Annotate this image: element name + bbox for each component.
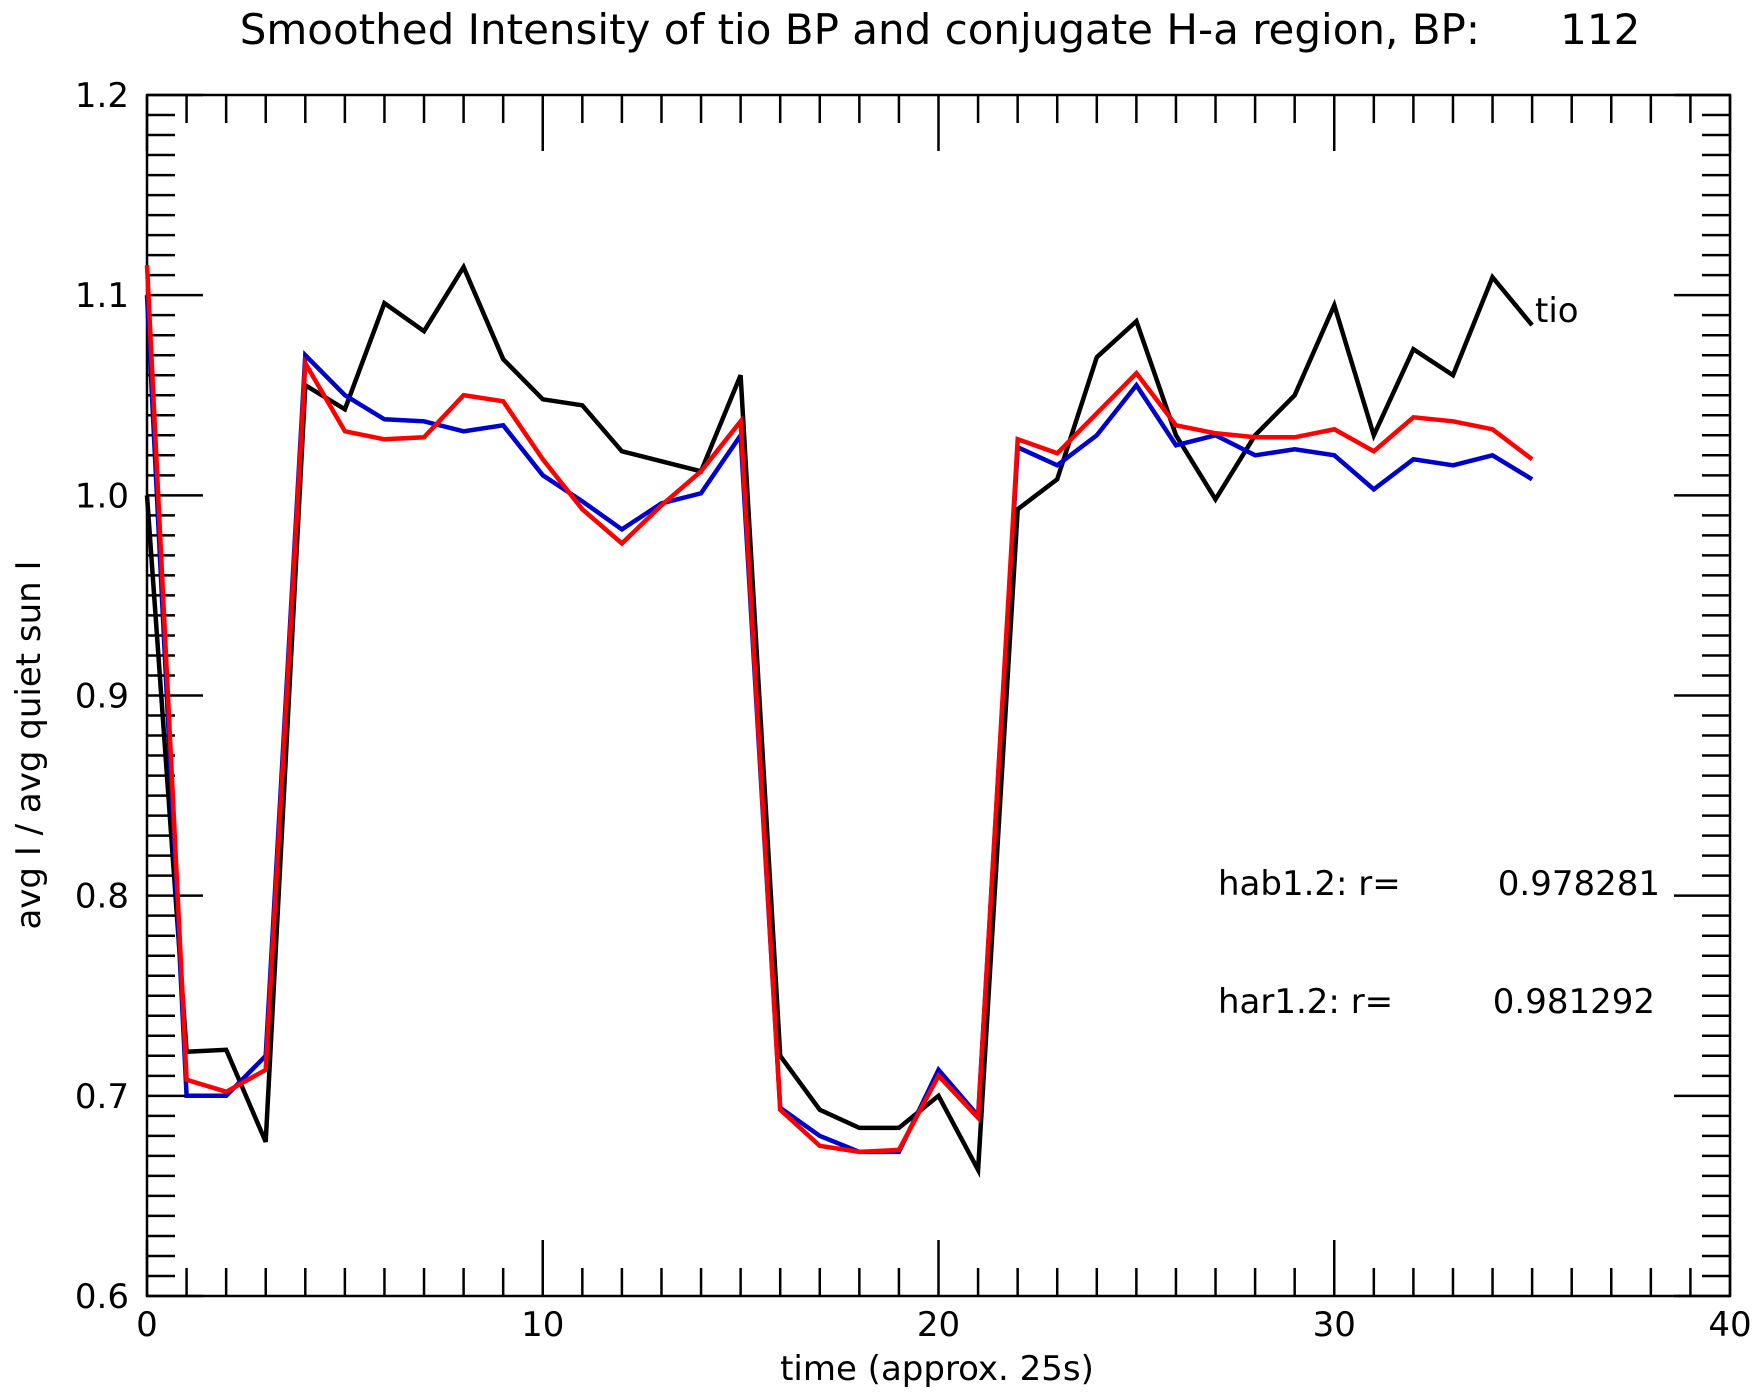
x-tick-label: 30: [1313, 1305, 1356, 1345]
y-tick-label: 0.9: [75, 677, 129, 717]
annotation-hab-value: 0.978281: [1498, 864, 1660, 904]
y-tick-label: 0.6: [75, 1277, 129, 1317]
series-line-0: [144, 262, 1534, 1178]
series-line-1: [144, 295, 1534, 1155]
annotation-har-value: 0.981292: [1493, 982, 1655, 1022]
x-tick-label: 0: [136, 1305, 158, 1345]
axes: 0 10 20 30 40 0.6 0.7 0.8 0.9 1.0 1.1 1.2: [75, 76, 1752, 1345]
y-tick-label: 1.1: [75, 276, 129, 316]
y-tick-label: 0.7: [75, 1077, 129, 1117]
annotation-hab-label: hab1.2: r=: [1218, 864, 1401, 904]
plot-lines: [144, 262, 1534, 1178]
y-tick-label: 1.2: [75, 76, 129, 116]
x-tick-label: 20: [917, 1305, 960, 1345]
series-label-tio: tio: [1535, 291, 1579, 331]
annotation-har-label: har1.2: r=: [1218, 982, 1393, 1022]
y-tick-label: 1.0: [75, 476, 129, 516]
x-tick-label: 10: [521, 1305, 564, 1345]
x-axis-label: time (approx. 25s): [780, 1349, 1094, 1389]
y-axis-label: avg I / avg quiet sun I: [9, 560, 49, 929]
series-line-2: [144, 264, 1534, 1155]
x-tick-label: 40: [1708, 1305, 1751, 1345]
y-tick-label: 0.8: [75, 877, 129, 917]
chart-title: Smoothed Intensity of tio BP and conjuga…: [240, 5, 1641, 54]
